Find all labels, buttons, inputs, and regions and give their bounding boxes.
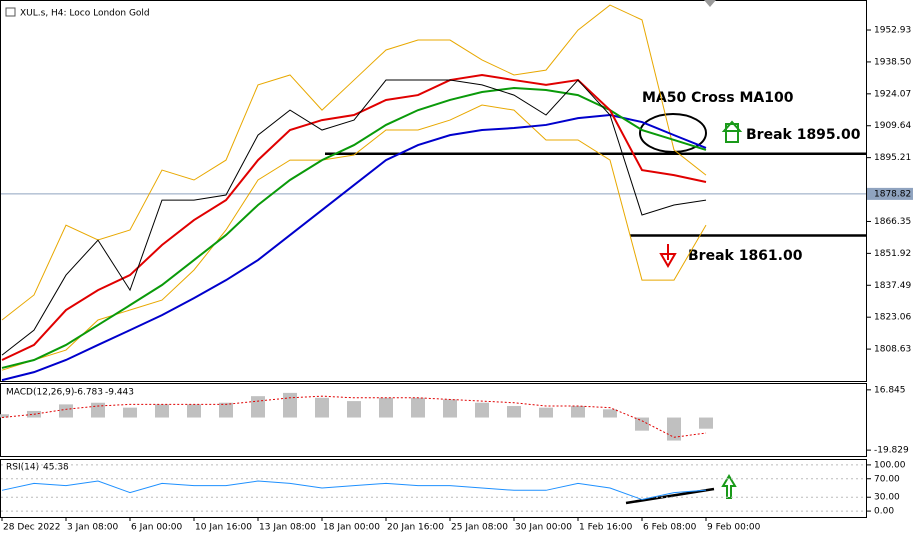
x-tick-label: 18 Jan 00:00 xyxy=(323,523,380,533)
macd-bar xyxy=(667,417,681,441)
macd-bar xyxy=(187,404,201,418)
macd-bar xyxy=(315,397,329,418)
y-tick-label: 1938.50 xyxy=(874,57,911,67)
cross-ellipse xyxy=(639,113,707,153)
macd-bar xyxy=(635,417,649,431)
macd-bar xyxy=(155,404,169,418)
x-tick-label: 1 Feb 16:00 xyxy=(579,523,633,533)
main-panel xyxy=(0,0,867,382)
macd-bar xyxy=(603,409,617,418)
x-tick-label: 10 Jan 16:00 xyxy=(195,523,252,533)
up-arrow xyxy=(721,474,737,499)
window-icon xyxy=(5,7,16,17)
y-tick-label: 1895.21 xyxy=(874,153,911,163)
x-tick-label: 20 Jan 16:00 xyxy=(387,523,444,533)
last-price-label: 1878.82 xyxy=(874,189,911,199)
macd-bar xyxy=(91,402,105,418)
x-tick-label: 3 Jan 08:00 xyxy=(67,523,119,533)
y-tick-label: 1808.63 xyxy=(874,345,911,355)
y-tick-label: 70.00 xyxy=(874,474,900,484)
signal-line xyxy=(1,395,707,438)
y-tick-label: 100.00 xyxy=(874,460,906,470)
up-arrow xyxy=(721,120,743,143)
last-price-box xyxy=(867,187,913,200)
y-tick-label: 1851.92 xyxy=(874,249,911,259)
macd-bar xyxy=(123,407,137,418)
series-line xyxy=(1,480,707,501)
rsi-panel xyxy=(0,459,867,518)
chart-title: XUL.s, H4: Loco London Gold xyxy=(20,9,150,19)
series-line xyxy=(1,113,707,382)
shift-marker xyxy=(704,0,716,7)
y-tick-label: 1866.35 xyxy=(874,217,911,227)
series-line xyxy=(1,87,707,369)
rsi-title: RSI(14) xyxy=(6,463,39,473)
y-tick-label: 16.845 xyxy=(874,385,906,395)
y-tick-label: 1952.93 xyxy=(874,26,911,36)
macd-title: MACD(12,26,9) xyxy=(6,388,74,398)
macd-value: -6.783 xyxy=(74,388,103,398)
series-line xyxy=(1,104,707,371)
x-tick-label: 28 Dec 2022 xyxy=(3,523,61,533)
x-tick-label: 30 Jan 00:00 xyxy=(515,523,572,533)
x-tick-label: 25 Jan 08:00 xyxy=(451,523,508,533)
x-tick-label: 9 Feb 00:00 xyxy=(707,523,761,533)
y-tick-label: 1909.64 xyxy=(874,121,911,131)
series-line xyxy=(1,4,707,321)
y-tick-label: -19.829 xyxy=(874,446,909,456)
macd-bar xyxy=(219,402,233,418)
macd-bar xyxy=(539,407,553,418)
y-tick-label: 0.00 xyxy=(874,507,894,517)
macd-bar xyxy=(411,397,425,418)
y-tick-label: 1837.49 xyxy=(874,281,911,291)
macd-bar xyxy=(507,406,521,418)
series-line xyxy=(1,79,707,356)
macd-bar xyxy=(0,414,9,418)
x-tick-label: 6 Jan 00:00 xyxy=(131,523,183,533)
annotation: Break 1895.00 xyxy=(746,127,861,143)
macd-bar xyxy=(283,392,297,418)
annotation: MA50 Cross MA100 xyxy=(642,90,794,106)
macd-bar xyxy=(251,396,265,418)
macd-bar xyxy=(443,399,457,418)
y-tick-label: 1823.06 xyxy=(874,313,911,323)
macd-bar xyxy=(571,406,585,418)
macd-bar xyxy=(699,417,713,429)
x-tick-label: 13 Jan 08:00 xyxy=(259,523,316,533)
macd-bar xyxy=(475,402,489,418)
annotation: Break 1861.00 xyxy=(688,248,803,264)
macd-bar xyxy=(379,397,393,418)
macd-bar xyxy=(347,401,361,418)
rsi-trendline xyxy=(625,487,715,505)
y-tick-label: 1924.07 xyxy=(874,89,911,99)
down-arrow xyxy=(659,244,677,268)
x-tick-label: 6 Feb 08:00 xyxy=(643,523,697,533)
macd-signal-value: -9.443 xyxy=(105,388,134,398)
rsi-value: 45.38 xyxy=(43,463,69,473)
series-line xyxy=(1,73,707,361)
y-tick-label: 30.00 xyxy=(874,493,900,503)
macd-panel xyxy=(0,383,867,457)
macd-bar xyxy=(59,404,73,418)
